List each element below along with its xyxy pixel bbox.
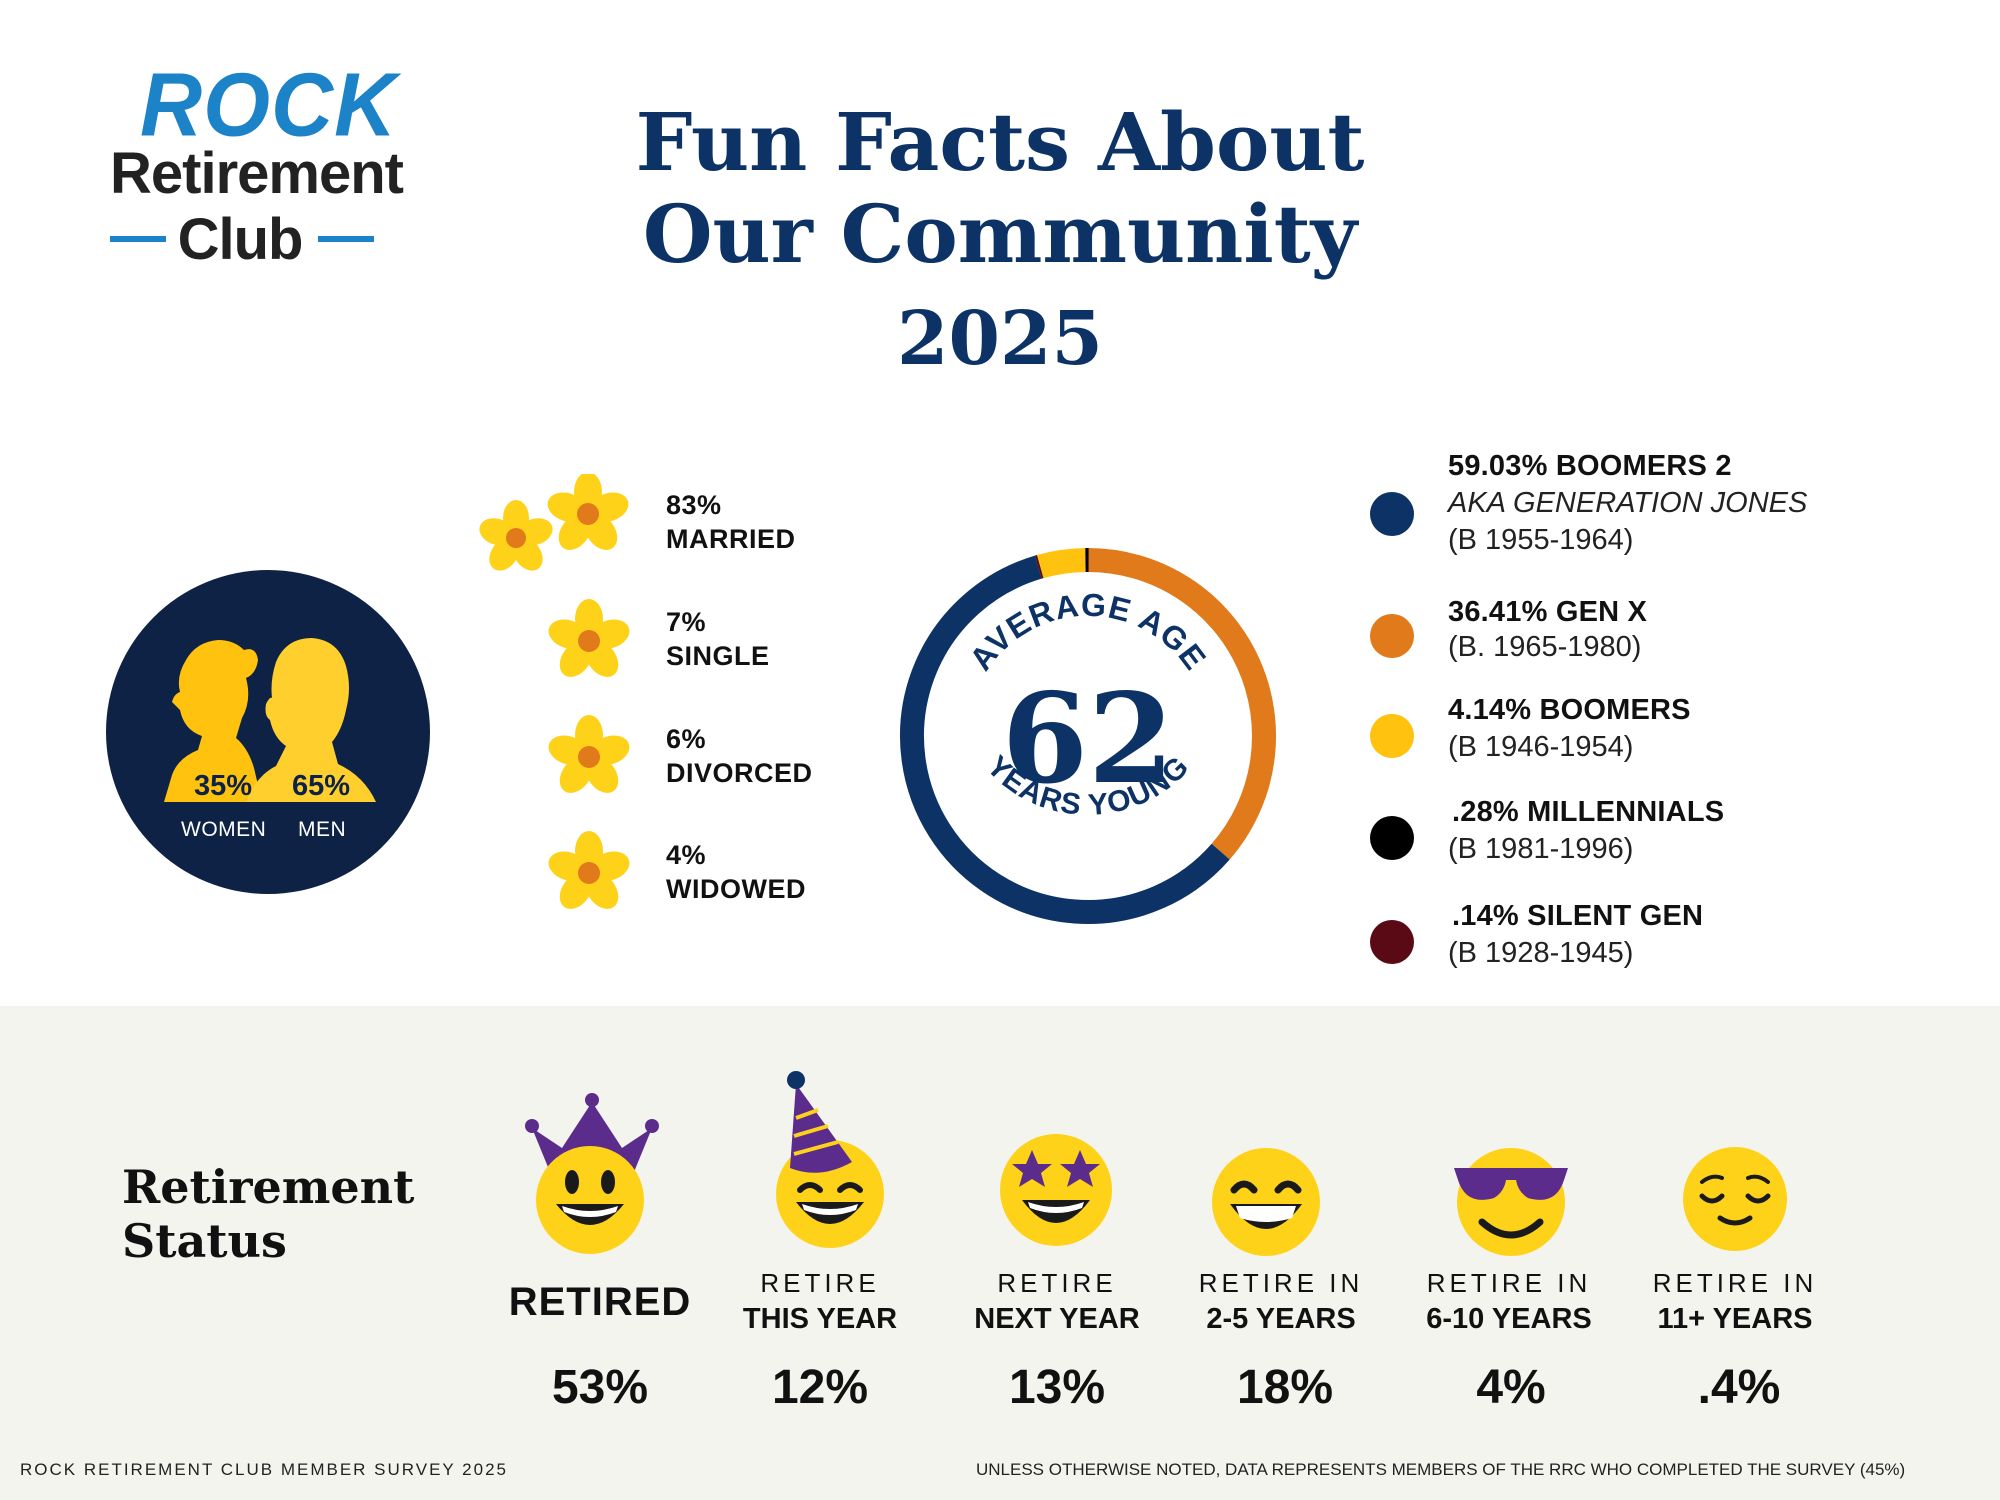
status-percent: .4% [1697, 1361, 1781, 1414]
legend-title: 4.14% BOOMERS [1448, 694, 1691, 726]
status-this-year: RETIRE THIS YEAR [705, 1268, 935, 1336]
grin-smiley-icon [1212, 1148, 1320, 1256]
donut-segment [1034, 555, 1044, 579]
status-percent: 4% [1476, 1361, 1546, 1414]
donut-segment [900, 555, 1230, 924]
marital-pct: 83% [666, 490, 722, 520]
logo-retirement: Retirement [110, 141, 404, 206]
flower-icon [548, 715, 630, 793]
retirement-section [0, 1006, 2000, 1500]
status-label-top: RETIRE IN [1426, 1268, 1592, 1298]
legend-dot-boomers [1370, 714, 1414, 758]
legend-item: 59.03% BOOMERS 2 AKA GENERATION JONES (B… [1448, 450, 1807, 557]
retirement-title-line-1: Retirement [122, 1160, 415, 1214]
marital-label: DIVORCED [666, 758, 813, 788]
gender-silhouettes-icon [106, 570, 430, 894]
average-age-number: 62 [1002, 667, 1175, 812]
legend-years: (B 1981-1996) [1448, 833, 1634, 865]
legend-years: (B 1955-1964) [1448, 524, 1634, 556]
status-label: 2-5 YEARS [1206, 1303, 1356, 1335]
flower-icon [548, 599, 630, 677]
crown-smiley-icon [525, 1093, 659, 1254]
legend-years: (B 1946-1954) [1448, 731, 1634, 763]
page-title: Fun Facts About Our Community [560, 96, 1440, 280]
status-label: NEXT YEAR [974, 1303, 1140, 1335]
title-line-1: Fun Facts About [635, 95, 1365, 189]
donut-segment [1087, 548, 1276, 860]
status-11-plus-years: RETIRE IN 11+ YEARS [1620, 1268, 1850, 1336]
legend-aka: AKA GENERATION JONES [1448, 487, 1808, 519]
logo-rock: ROCK [140, 54, 398, 156]
status-label-top: RETIRE [760, 1268, 880, 1298]
status-label: 6-10 YEARS [1426, 1303, 1592, 1335]
footer-data-note: UNLESS OTHERWISE NOTED, DATA REPRESENTS … [976, 1460, 1906, 1479]
marital-pct: 7% [666, 607, 707, 637]
legend-item: 4.14% BOOMERS (B 1946-1954) [1448, 694, 1691, 764]
legend-title: 36.41% GEN X [1448, 596, 1648, 628]
men-label: MEN [298, 818, 347, 841]
legend-years: (B 1928-1945) [1448, 937, 1634, 969]
marital-item: 83% MARRIED [666, 488, 796, 556]
legend-dot-millennials [1370, 816, 1414, 860]
status-next-year: RETIRE NEXT YEAR [942, 1268, 1172, 1336]
men-percent: 65% [292, 770, 351, 802]
marital-pct: 4% [666, 840, 707, 870]
title-year: 2025 [897, 296, 1103, 382]
marital-label: SINGLE [666, 641, 770, 671]
retirement-title-line-2: Status [122, 1214, 287, 1268]
flower-icon [548, 831, 630, 909]
flower-pair-icon [479, 474, 629, 571]
status-6-10-years: RETIRE IN 6-10 YEARS [1394, 1268, 1624, 1336]
status-2-5-years: RETIRE IN 2-5 YEARS [1166, 1268, 1396, 1336]
legend-item: 36.41% GEN X (B. 1965-1980) [1448, 596, 1647, 664]
marital-item: 6% DIVORCED [666, 722, 813, 790]
legend-dot-genx [1370, 614, 1414, 658]
status-label-top: RETIRE IN [1652, 1268, 1818, 1298]
status-label-top: RETIRE [997, 1268, 1117, 1298]
age-generation-donut: AVERAGE AGE 62 YEARS YOUNG [900, 548, 1276, 924]
sunglasses-smiley-icon [1454, 1148, 1568, 1256]
party-hat-smiley-icon [776, 1071, 884, 1248]
status-label: 11+ YEARS [1657, 1303, 1813, 1335]
footer-survey-note: ROCK RETIREMENT CLUB MEMBER SURVEY 2025 [20, 1460, 509, 1479]
marital-item: 7% SINGLE [666, 605, 770, 673]
status-label-top: RETIRE IN [1198, 1268, 1364, 1298]
women-percent: 35% [194, 770, 253, 802]
retirement-status-title: Retirement Status [122, 1160, 414, 1268]
legend-item: .28% MILLENNIALS (B 1981-1996) [1448, 796, 1725, 866]
marital-label: MARRIED [666, 524, 796, 554]
status-percent: 12% [771, 1361, 869, 1414]
average-age-label: AVERAGE AGE [962, 587, 1212, 677]
status-label: THIS YEAR [742, 1303, 898, 1335]
donut-segment [1037, 548, 1086, 579]
legend-years: (B. 1965-1980) [1448, 631, 1642, 663]
title-line-2: Our Community [642, 187, 1358, 281]
relieved-smiley-icon [1683, 1147, 1787, 1251]
women-label: WOMEN [181, 818, 267, 841]
status-percent: 18% [1236, 1361, 1334, 1414]
star-eyes-smiley-icon [1000, 1134, 1112, 1246]
marital-pct: 6% [666, 724, 707, 754]
logo-club: Club [177, 207, 304, 272]
legend-item: .14% SILENT GEN (B 1928-1945) [1448, 900, 1704, 970]
status-retired: RETIRED [485, 1280, 715, 1325]
logo-line-right [318, 236, 374, 242]
legend-title: .14% SILENT GEN [1452, 900, 1704, 932]
status-percent: 53% [551, 1361, 649, 1414]
marital-label: WIDOWED [666, 874, 806, 904]
logo-line-left [110, 236, 166, 242]
status-percent: 13% [1008, 1361, 1106, 1414]
legend-dot-silent [1370, 920, 1414, 964]
status-label: RETIRED [508, 1280, 692, 1324]
svg-text:AVERAGE AGE: AVERAGE AGE [962, 587, 1213, 677]
legend-title: .28% MILLENNIALS [1452, 796, 1725, 828]
legend-title: 59.03% BOOMERS 2 [1448, 450, 1732, 482]
marital-item: 4% WIDOWED [666, 838, 806, 906]
legend-dot-boomers2 [1370, 492, 1414, 536]
